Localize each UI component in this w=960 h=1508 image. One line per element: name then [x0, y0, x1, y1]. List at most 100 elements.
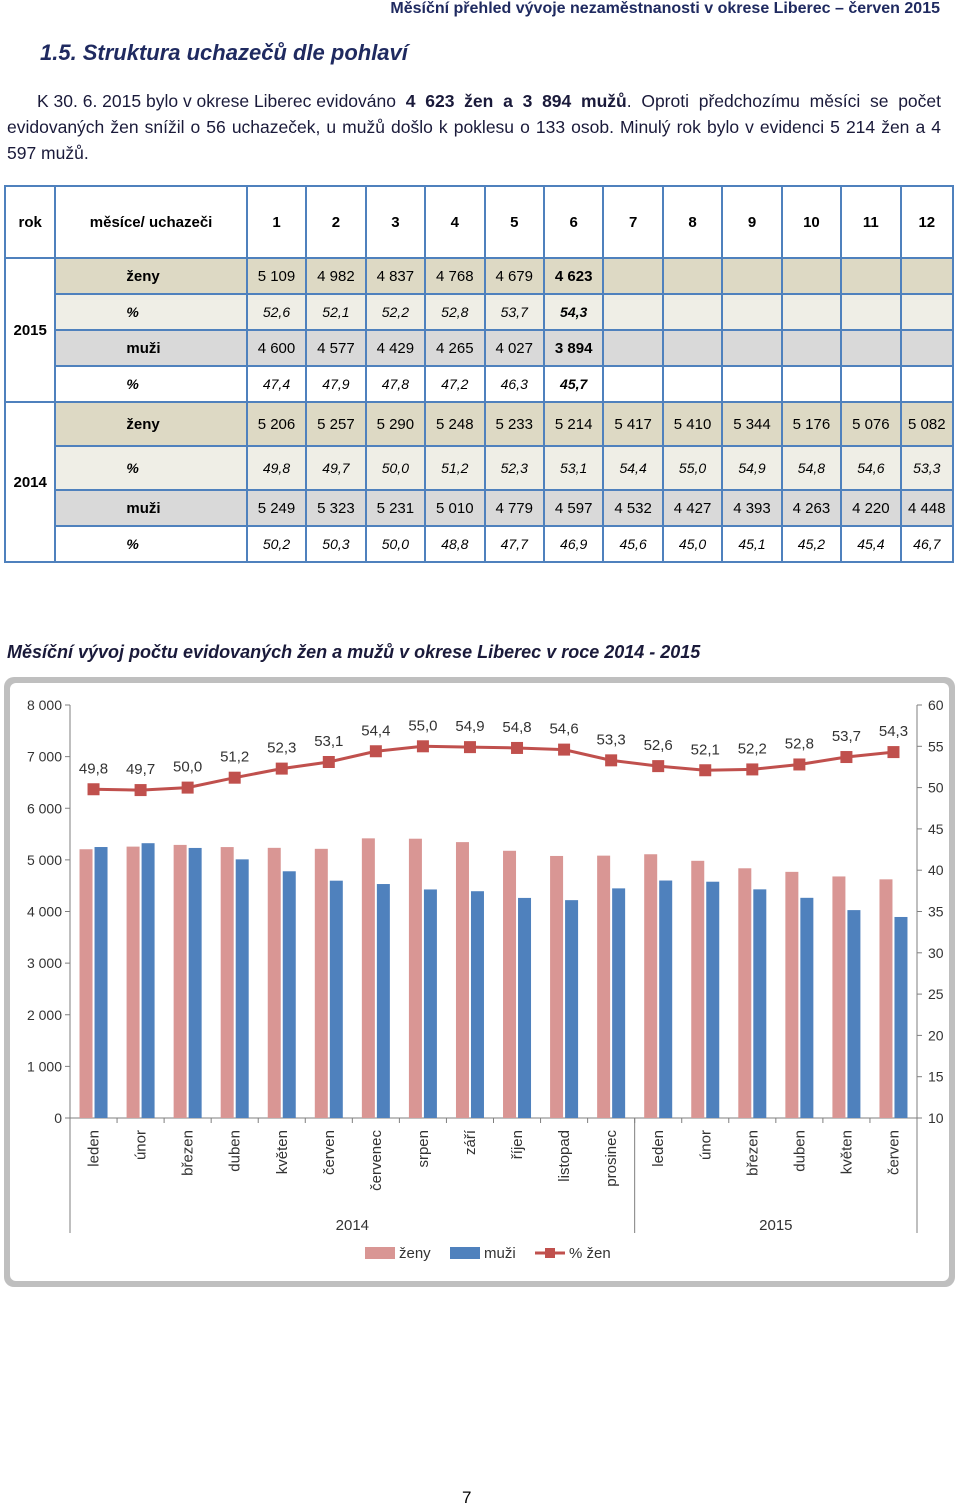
- table-cell: 45,2: [780, 525, 843, 563]
- data-label-pct: 49,7: [126, 761, 155, 778]
- table-cell: 4 779: [483, 489, 545, 527]
- y2-tick-label: 55: [928, 738, 944, 754]
- legend-label-pct: % žen: [569, 1245, 611, 1262]
- marker-pct-women: [134, 784, 147, 797]
- header-month: 8: [661, 185, 724, 259]
- marker-pct-women: [275, 762, 288, 775]
- bar-men: [376, 884, 390, 1118]
- data-label-pct: 52,6: [644, 737, 673, 754]
- table-cell: 5 076: [840, 401, 902, 447]
- table-cell: 5 206: [245, 401, 308, 447]
- row-label: ženy: [54, 257, 248, 295]
- table-cell: 49,8: [245, 445, 308, 491]
- y2-tick-label: 50: [928, 780, 944, 796]
- bar-men: [565, 900, 579, 1118]
- table-cell: [899, 329, 955, 367]
- bar-women: [408, 838, 422, 1118]
- table-cell: 5 214: [542, 401, 605, 447]
- table-cell: 4 679: [483, 257, 545, 295]
- y2-tick-label: 20: [928, 1027, 944, 1043]
- data-label-pct: 50,0: [173, 759, 202, 776]
- table-cell: [661, 329, 724, 367]
- table-cell: [661, 257, 724, 295]
- x-tick-label: prosinec: [603, 1130, 620, 1187]
- table-cell: 5 010: [424, 489, 486, 527]
- header-month: 5: [483, 185, 545, 259]
- table-row: % 52,6 52,1 52,2 52,8 53,7 54,3: [5, 293, 955, 331]
- table-cell: 45,1: [721, 525, 783, 563]
- table-cell: 48,8: [424, 525, 486, 563]
- y-tick-label: 5 000: [27, 852, 62, 868]
- bar-men: [659, 880, 673, 1118]
- table-cell: 50,0: [364, 445, 427, 491]
- table-row: % 47,4 47,9 47,8 47,2 46,3 45,7: [5, 365, 955, 403]
- table-cell: [602, 365, 664, 403]
- data-label-pct: 54,4: [361, 722, 390, 739]
- bar-women: [79, 849, 93, 1118]
- bar-women: [503, 850, 517, 1118]
- header-month: 3: [364, 185, 427, 259]
- x-tick-label: březen: [180, 1130, 197, 1176]
- data-label-pct: 54,9: [455, 718, 484, 735]
- y-tick-label: 0: [54, 1110, 62, 1126]
- table-cell: [840, 293, 902, 331]
- marker-pct-women: [652, 760, 665, 773]
- header-year: rok: [3, 185, 57, 259]
- marker-pct-women: [887, 746, 900, 759]
- y2-tick-label: 10: [928, 1110, 944, 1126]
- group-label: 2015: [759, 1217, 792, 1234]
- x-tick-label: červen: [321, 1130, 338, 1175]
- data-label-pct: 53,3: [597, 731, 626, 748]
- table-row: % 50,2 50,3 50,0 48,8 47,7 46,9 45,6 45,0 45,1 45,…: [5, 525, 955, 563]
- marker-pct-women: [746, 763, 759, 776]
- chart-frame: 0 1 000 2 000 3 000 4 000 5 000 6 000 7 000 8 00…: [4, 677, 955, 1287]
- bar-women: [644, 854, 658, 1118]
- bar-men: [800, 897, 814, 1118]
- data-label-pct: 53,1: [314, 733, 343, 750]
- intro-highlight: 4 623 žen a 3 894 mužů: [405, 91, 627, 111]
- table-cell: 47,8: [364, 365, 427, 403]
- x-tick-label: leden: [86, 1130, 103, 1167]
- bar-men: [894, 916, 908, 1118]
- table-cell: 4 027: [483, 329, 545, 367]
- marker-pct-women: [322, 755, 335, 768]
- bar-men: [753, 889, 767, 1118]
- bar-men: [706, 881, 720, 1118]
- bar-women: [691, 860, 705, 1118]
- header-month: 10: [780, 185, 843, 259]
- table-cell: [840, 365, 902, 403]
- table-cell: 3 894: [542, 329, 605, 367]
- table-cell: [602, 329, 664, 367]
- data-label-pct: 54,8: [502, 719, 531, 736]
- y-tick-label: 1 000: [27, 1058, 62, 1074]
- table-cell: 4 393: [721, 489, 783, 527]
- section-title: 1.5. Struktura uchazečů dle pohlaví: [40, 40, 408, 66]
- data-label-pct: 52,1: [691, 741, 720, 758]
- legend-swatch-men: [450, 1247, 480, 1259]
- table-cell: 5 082: [899, 401, 955, 447]
- table-cell: [780, 257, 843, 295]
- bar-men: [235, 859, 249, 1118]
- data-label-pct: 49,8: [79, 760, 108, 777]
- row-label: muži: [54, 329, 248, 367]
- header-month: 4: [424, 185, 486, 259]
- table-cell: [721, 329, 783, 367]
- table-cell: 5 257: [305, 401, 367, 447]
- bar-women: [738, 868, 752, 1118]
- y-tick-label: 6 000: [27, 800, 62, 816]
- table-cell: 4 220: [840, 489, 902, 527]
- data-label-pct: 52,2: [738, 740, 767, 757]
- bar-women: [361, 838, 375, 1118]
- data-label-pct: 52,3: [267, 740, 296, 757]
- y2-tick-label: 30: [928, 945, 944, 961]
- table-row: 2014 ženy 5 206 5 257 5 290 5 248 5 233 5 214 5 …: [3, 401, 955, 563]
- table-cell: [602, 293, 664, 331]
- x-tick-label: duben: [791, 1130, 808, 1172]
- marker-pct-women: [463, 741, 476, 754]
- table-cell: [602, 257, 664, 295]
- table-cell: 4 597: [542, 489, 605, 527]
- year-cell: 2014: [3, 401, 57, 563]
- table-cell: [899, 257, 955, 295]
- table-cell: 46,9: [542, 525, 605, 563]
- x-tick-label: červenec: [368, 1130, 385, 1191]
